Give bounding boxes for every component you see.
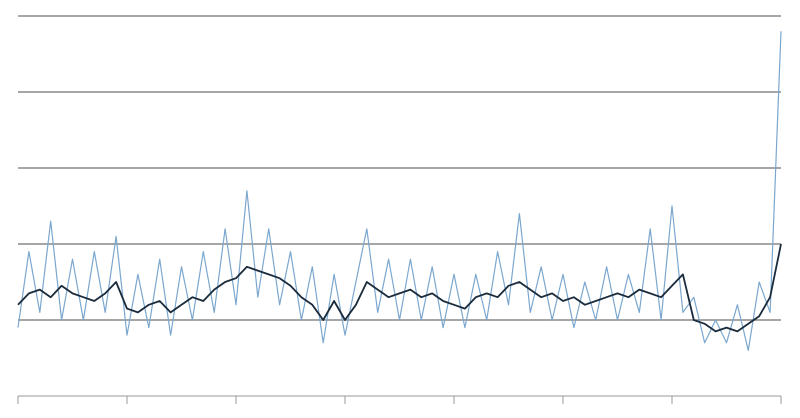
series-line bbox=[17, 31, 782, 351]
series-line bbox=[17, 243, 782, 333]
